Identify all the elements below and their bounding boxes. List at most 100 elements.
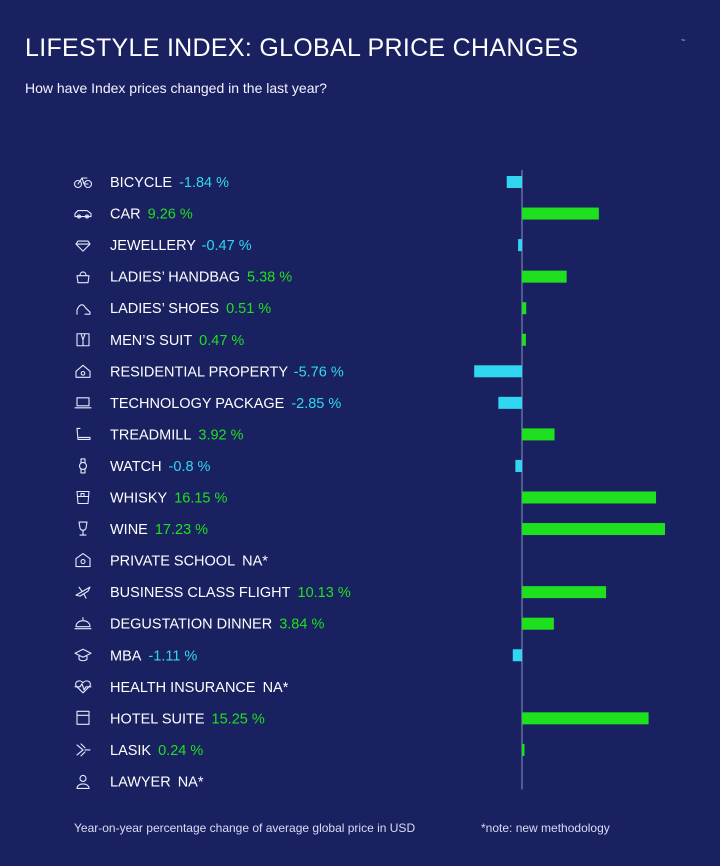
category-label: JEWELLERY -0.47 % bbox=[110, 238, 252, 254]
category-name: LASIK bbox=[110, 743, 151, 759]
category-label: MBA -1.11 % bbox=[110, 648, 197, 664]
category-name: HOTEL SUITE bbox=[110, 711, 205, 727]
whisky-glass-icon bbox=[76, 490, 90, 505]
bar bbox=[518, 239, 522, 252]
value-label: 17.23 % bbox=[155, 522, 208, 538]
chart-row: LASIK 0.24 % bbox=[76, 743, 525, 759]
value-label: -0.8 % bbox=[169, 459, 211, 475]
category-name: CAR bbox=[110, 207, 141, 223]
chart-row: DEGUSTATION DINNER 3.84 % bbox=[74, 617, 554, 633]
value-label: -1.84 % bbox=[179, 175, 229, 191]
category-label: HEALTH INSURANCE NA* bbox=[110, 680, 289, 696]
category-name: LADIES’ SHOES bbox=[110, 301, 219, 317]
category-name: MEN’S SUIT bbox=[110, 333, 192, 349]
laser-eye-icon bbox=[76, 743, 91, 757]
category-name: RESIDENTIAL PROPERTY bbox=[110, 364, 288, 380]
chart-row: WINE 17.23 % bbox=[78, 521, 666, 538]
value-label: 10.13 % bbox=[298, 585, 351, 601]
bar bbox=[522, 333, 526, 346]
wine-glass-icon bbox=[78, 521, 88, 536]
bar bbox=[522, 586, 607, 599]
bar bbox=[515, 459, 522, 472]
value-label: NA* bbox=[242, 554, 268, 570]
school-icon bbox=[75, 553, 91, 568]
value-label: 0.47 % bbox=[199, 333, 244, 349]
bar bbox=[474, 365, 522, 378]
category-name: PRIVATE SCHOOL bbox=[110, 554, 235, 570]
chart-footnote: Year-on-year percentage change of averag… bbox=[74, 821, 416, 835]
bar bbox=[522, 743, 525, 756]
chart-row: LADIES’ SHOES 0.51 % bbox=[76, 301, 527, 317]
chart-row: CAR 9.26 % bbox=[74, 207, 599, 223]
value-label: NA* bbox=[178, 774, 204, 790]
cloche-icon bbox=[74, 617, 92, 630]
chart-row: WHISKY 16.15 % bbox=[76, 490, 657, 507]
chart-rows: BICYCLE -1.84 % CAR 9.26 % JEWELLERY -0.47 % L… bbox=[73, 175, 666, 790]
category-label: WHISKY 16.15 % bbox=[110, 491, 228, 507]
category-label: HOTEL SUITE 15.25 % bbox=[110, 711, 265, 727]
category-name: WATCH bbox=[110, 459, 162, 475]
category-label: RESIDENTIAL PROPERTY -5.76 % bbox=[110, 364, 344, 380]
bar bbox=[522, 617, 554, 630]
bar bbox=[522, 523, 666, 536]
methodology-note: *note: new methodology bbox=[481, 821, 610, 835]
treadmill-icon bbox=[76, 427, 91, 440]
category-name: TECHNOLOGY PACKAGE bbox=[110, 396, 285, 412]
chart-row: WATCH -0.8 % bbox=[78, 458, 522, 475]
value-label: NA* bbox=[263, 680, 289, 696]
chart-row: BUSINESS CLASS FLIGHT 10.13 % bbox=[75, 585, 607, 601]
value-label: -0.47 % bbox=[202, 238, 252, 254]
bar bbox=[522, 270, 567, 283]
category-label: TECHNOLOGY PACKAGE -2.85 % bbox=[110, 396, 341, 412]
bar bbox=[506, 176, 522, 188]
value-label: -2.85 % bbox=[291, 396, 341, 412]
category-label: BICYCLE -1.84 % bbox=[110, 175, 229, 191]
bicycle-icon bbox=[73, 177, 93, 189]
bar bbox=[498, 396, 522, 409]
chart-row: MBA -1.11 % bbox=[74, 648, 522, 664]
category-name: LADIES’ HANDBAG bbox=[110, 270, 240, 286]
value-label: 0.24 % bbox=[158, 743, 203, 759]
bar bbox=[522, 428, 555, 441]
graduation-cap-icon bbox=[74, 648, 92, 662]
category-name: HEALTH INSURANCE bbox=[110, 680, 256, 696]
chart-subtitle: How have Index prices changed in the las… bbox=[25, 80, 327, 96]
value-label: 3.84 % bbox=[279, 617, 324, 633]
category-name: TREADMILL bbox=[110, 427, 191, 443]
category-label: BUSINESS CLASS FLIGHT 10.13 % bbox=[110, 585, 351, 601]
value-label: 16.15 % bbox=[174, 491, 227, 507]
category-name: BUSINESS CLASS FLIGHT bbox=[110, 585, 291, 601]
category-label: TREADMILL 3.92 % bbox=[110, 427, 244, 443]
chart-title: LIFESTYLE INDEX: GLOBAL PRICE CHANGES bbox=[25, 34, 579, 62]
value-label: 15.25 % bbox=[212, 711, 265, 727]
chart-row: JEWELLERY -0.47 % bbox=[75, 238, 522, 254]
category-name: BICYCLE bbox=[110, 175, 172, 191]
handbag-icon bbox=[76, 271, 90, 284]
value-label: 9.26 % bbox=[148, 207, 193, 223]
bar bbox=[512, 649, 522, 662]
corner-mark-icon bbox=[681, 39, 686, 41]
category-name: MBA bbox=[110, 648, 142, 664]
chart-row: LADIES’ HANDBAG 5.38 % bbox=[76, 270, 567, 286]
laptop-icon bbox=[74, 397, 92, 409]
category-label: LASIK 0.24 % bbox=[110, 743, 203, 759]
category-label: WINE 17.23 % bbox=[110, 522, 208, 538]
heartbeat-icon bbox=[74, 680, 92, 694]
value-label: 3.92 % bbox=[198, 427, 243, 443]
airplane-icon bbox=[75, 586, 91, 599]
category-label: MEN’S SUIT 0.47 % bbox=[110, 333, 244, 349]
chart-row: HEALTH INSURANCE NA* bbox=[74, 680, 289, 696]
category-label: LADIES’ SHOES 0.51 % bbox=[110, 301, 271, 317]
diamond-icon bbox=[75, 240, 91, 252]
chart-row: TECHNOLOGY PACKAGE -2.85 % bbox=[74, 396, 522, 412]
chart-row: MEN’S SUIT 0.47 % bbox=[76, 333, 526, 349]
category-label: WATCH -0.8 % bbox=[110, 459, 211, 475]
bar bbox=[522, 207, 599, 220]
category-label: DEGUSTATION DINNER 3.84 % bbox=[110, 617, 324, 633]
house-icon bbox=[75, 364, 91, 378]
category-name: WINE bbox=[110, 522, 148, 538]
chart-row: HOTEL SUITE 15.25 % bbox=[76, 710, 649, 727]
category-name: WHISKY bbox=[110, 491, 168, 507]
